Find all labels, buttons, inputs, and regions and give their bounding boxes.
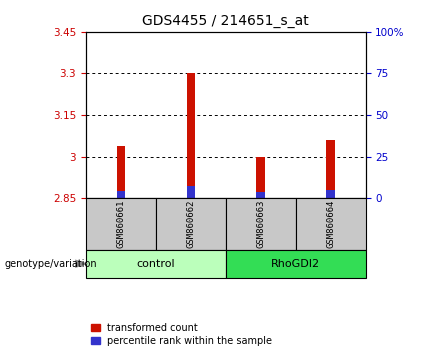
Bar: [117, 145, 125, 198]
Text: GSM860661: GSM860661: [117, 200, 126, 248]
Text: control: control: [137, 259, 175, 269]
Bar: [117, 191, 125, 198]
Bar: [256, 192, 265, 198]
Bar: [326, 190, 335, 198]
Bar: [226, 250, 366, 278]
Polygon shape: [75, 259, 88, 268]
Text: GSM860662: GSM860662: [186, 200, 195, 248]
Bar: [326, 140, 335, 198]
Legend: transformed count, percentile rank within the sample: transformed count, percentile rank withi…: [91, 323, 272, 346]
Bar: [296, 198, 366, 250]
Bar: [86, 198, 156, 250]
Text: GSM860664: GSM860664: [326, 200, 335, 248]
Bar: [187, 74, 195, 198]
Bar: [226, 198, 296, 250]
Bar: [156, 198, 226, 250]
Text: GSM860663: GSM860663: [256, 200, 265, 248]
Text: genotype/variation: genotype/variation: [4, 259, 97, 269]
Bar: [187, 186, 195, 198]
Bar: [86, 250, 226, 278]
Bar: [256, 157, 265, 198]
Text: RhoGDI2: RhoGDI2: [271, 259, 320, 269]
Title: GDS4455 / 214651_s_at: GDS4455 / 214651_s_at: [142, 14, 309, 28]
